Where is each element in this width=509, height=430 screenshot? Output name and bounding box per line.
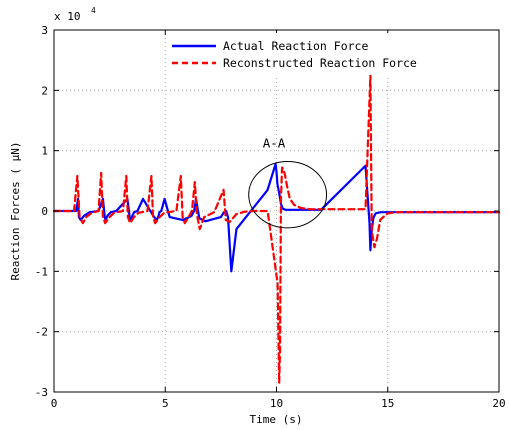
legend-label-reconstructed: Reconstructed Reaction Force (223, 56, 417, 70)
x-tick-label: 5 (162, 397, 169, 410)
y-multiplier-label: x 10 (54, 10, 81, 23)
y-multiplier-exponent: 4 (91, 6, 96, 15)
x-tick-label: 20 (492, 397, 505, 410)
y-tick-label: 2 (41, 84, 48, 97)
x-tick-label: 0 (51, 397, 58, 410)
series-reconstructed-line (52, 74, 501, 385)
annotation-group: A-A (248, 136, 328, 229)
axis-ticks: 0 5 10 15 20 -3 -2 -1 0 1 2 3 (35, 24, 506, 410)
y-tick-label: -1 (35, 265, 48, 278)
y-tick-label: 1 (41, 145, 48, 158)
y-axis-label: Reaction Forces ( μN) (9, 141, 22, 280)
legend-label-actual: Actual Reaction Force (223, 39, 368, 53)
y-tick-label: -2 (35, 326, 48, 339)
x-tick-label: 15 (381, 397, 394, 410)
y-tick-label: -3 (35, 386, 48, 399)
series-layer (52, 74, 501, 385)
annotation-circle (248, 161, 328, 229)
annotation-label: A-A (263, 136, 286, 151)
y-tick-label: 0 (41, 205, 48, 218)
grid-lines (54, 30, 499, 392)
x-tick-label: 10 (270, 397, 283, 410)
legend-box (166, 33, 486, 75)
legend: Actual Reaction Force Reconstructed Reac… (166, 33, 486, 75)
x-axis-label: Time (s) (250, 413, 303, 426)
y-tick-label: 3 (41, 24, 48, 37)
